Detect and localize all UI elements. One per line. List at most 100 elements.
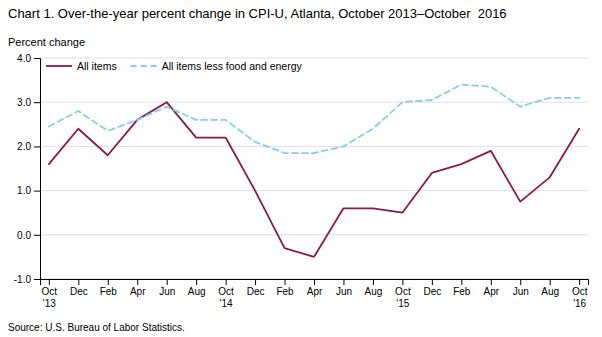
x-tick: Jun	[159, 279, 175, 297]
grid-line	[40, 58, 588, 59]
y-tick-mark	[34, 58, 40, 59]
x-tick-label: Aug	[541, 286, 559, 297]
y-tick-label: 1.0	[17, 185, 31, 196]
x-tick-mark	[314, 279, 315, 285]
x-tick-label-line: Apr	[483, 286, 499, 297]
x-tick-mark	[196, 279, 197, 285]
y-tick-mark	[34, 102, 40, 103]
y-axis-label: Percent change	[8, 36, 85, 48]
y-tick: 3.0	[17, 97, 40, 108]
legend-item: All items less food and energy	[131, 60, 303, 72]
y-tick-mark	[34, 191, 40, 192]
y-tick-label: 3.0	[17, 97, 31, 108]
x-tick: Feb	[100, 279, 118, 297]
x-tick-label-line: Jun	[513, 286, 529, 297]
x-tick-mark	[137, 279, 138, 285]
grid-line	[40, 190, 588, 191]
title: Chart 1. Over-the-year percent change in…	[8, 6, 507, 21]
x-tick: Apr	[130, 279, 146, 297]
y-tick: -1.0	[14, 274, 40, 285]
x-tick-label-line: Dec	[423, 286, 441, 297]
x-tick-label: Apr	[307, 286, 323, 297]
x-tick-mark	[550, 279, 551, 285]
x-tick-mark	[520, 279, 521, 285]
x-tick-label: Apr	[130, 286, 146, 297]
x-tick-mark	[167, 279, 168, 285]
annotation: Source: U.S. Bureau of Labor Statistics.	[8, 322, 185, 333]
x-tick-label: Oct'13	[42, 286, 58, 309]
y-tick-label: 4.0	[17, 53, 31, 64]
x-tick: Feb	[453, 279, 471, 297]
x-tick-mark	[432, 279, 433, 285]
x-tick-label: Aug	[365, 286, 383, 297]
x-tick-mark	[49, 279, 50, 285]
x-tick-label-line: Feb	[100, 286, 118, 297]
y-axis: -1.0 0.0 1.0 2.0 3.0 4.0	[14, 53, 41, 285]
legend-swatch	[46, 65, 72, 67]
x-tick-mark	[491, 279, 492, 285]
x-axis-line	[41, 280, 589, 286]
x-tick-label-line: '14	[220, 298, 233, 309]
x-tick-label: Jun	[513, 286, 529, 297]
x-tick-label: Feb	[453, 286, 471, 297]
x-tick-label: Feb	[100, 286, 118, 297]
x-tick-mark	[255, 279, 256, 285]
chart: Chart 1. Over-the-year percent change in…	[0, 0, 602, 337]
x-tick-label-line: Oct	[395, 286, 411, 297]
legend-label: All items less food and energy	[162, 60, 303, 72]
y-tick: 4.0	[17, 53, 40, 64]
y-tick-mark	[34, 146, 40, 147]
x-tick: Jun	[513, 279, 529, 297]
x-tick-mark	[579, 279, 580, 285]
x-tick-label-line: Jun	[159, 286, 175, 297]
x-tick-mark	[343, 279, 344, 285]
grid-line	[40, 234, 588, 235]
x-tick: Dec	[423, 279, 441, 297]
x-tick: Dec	[247, 279, 265, 297]
y-tick-label: -1.0	[14, 274, 32, 285]
series-line	[49, 102, 579, 257]
x-tick-mark	[373, 279, 374, 285]
x-tick-label-line: '16	[573, 298, 586, 309]
x-tick-mark	[461, 279, 462, 285]
x-tick-label: Jun	[336, 286, 352, 297]
x-tick-label-line: '15	[396, 298, 409, 309]
x-tick-label: Jun	[159, 286, 175, 297]
x-tick-mark	[226, 279, 227, 285]
legend-item: All items	[46, 60, 117, 72]
plot-area: -1.00.01.02.03.04.0Oct'13DecFebAprJunAug…	[14, 53, 589, 309]
x-tick-label-line: Dec	[247, 286, 265, 297]
x-tick-label-line: '13	[43, 298, 56, 309]
legend-label: All items	[77, 60, 117, 72]
y-tick: 0.0	[17, 230, 40, 241]
y-tick: 2.0	[17, 141, 40, 152]
series-group	[49, 85, 579, 257]
x-tick-label: Apr	[483, 286, 499, 297]
x-tick-label-line: Apr	[130, 286, 146, 297]
y-tick-label: 2.0	[17, 141, 31, 152]
x-tick: Oct'13	[42, 279, 58, 309]
x-tick: Dec	[70, 279, 88, 297]
x-tick-label-line: Jun	[336, 286, 352, 297]
legend: All items All items less food and energy	[46, 60, 303, 72]
x-tick: Apr	[307, 279, 323, 297]
x-tick: Aug	[188, 279, 206, 297]
y-tick-label: 0.0	[17, 230, 31, 241]
x-tick-mark	[78, 279, 79, 285]
x-tick: Aug	[541, 279, 559, 297]
x-tick: Oct'15	[395, 279, 411, 309]
x-tick-label: Dec	[70, 286, 88, 297]
grid	[40, 58, 588, 279]
x-axis: Oct'13DecFebAprJunAugOct'14DecFebAprJunA…	[41, 279, 589, 309]
x-tick: Apr	[483, 279, 499, 297]
y-tick-mark	[34, 279, 40, 280]
x-tick-label: Aug	[188, 286, 206, 297]
x-tick: Feb	[276, 279, 294, 297]
grid-line	[40, 102, 588, 103]
x-tick-label-line: Dec	[70, 286, 88, 297]
x-tick-label: Oct'14	[218, 286, 234, 309]
y-axis-line	[34, 59, 41, 280]
x-tick-label: Oct'15	[395, 286, 411, 309]
x-tick: Oct'16	[572, 279, 588, 309]
legend-swatch	[131, 65, 157, 67]
